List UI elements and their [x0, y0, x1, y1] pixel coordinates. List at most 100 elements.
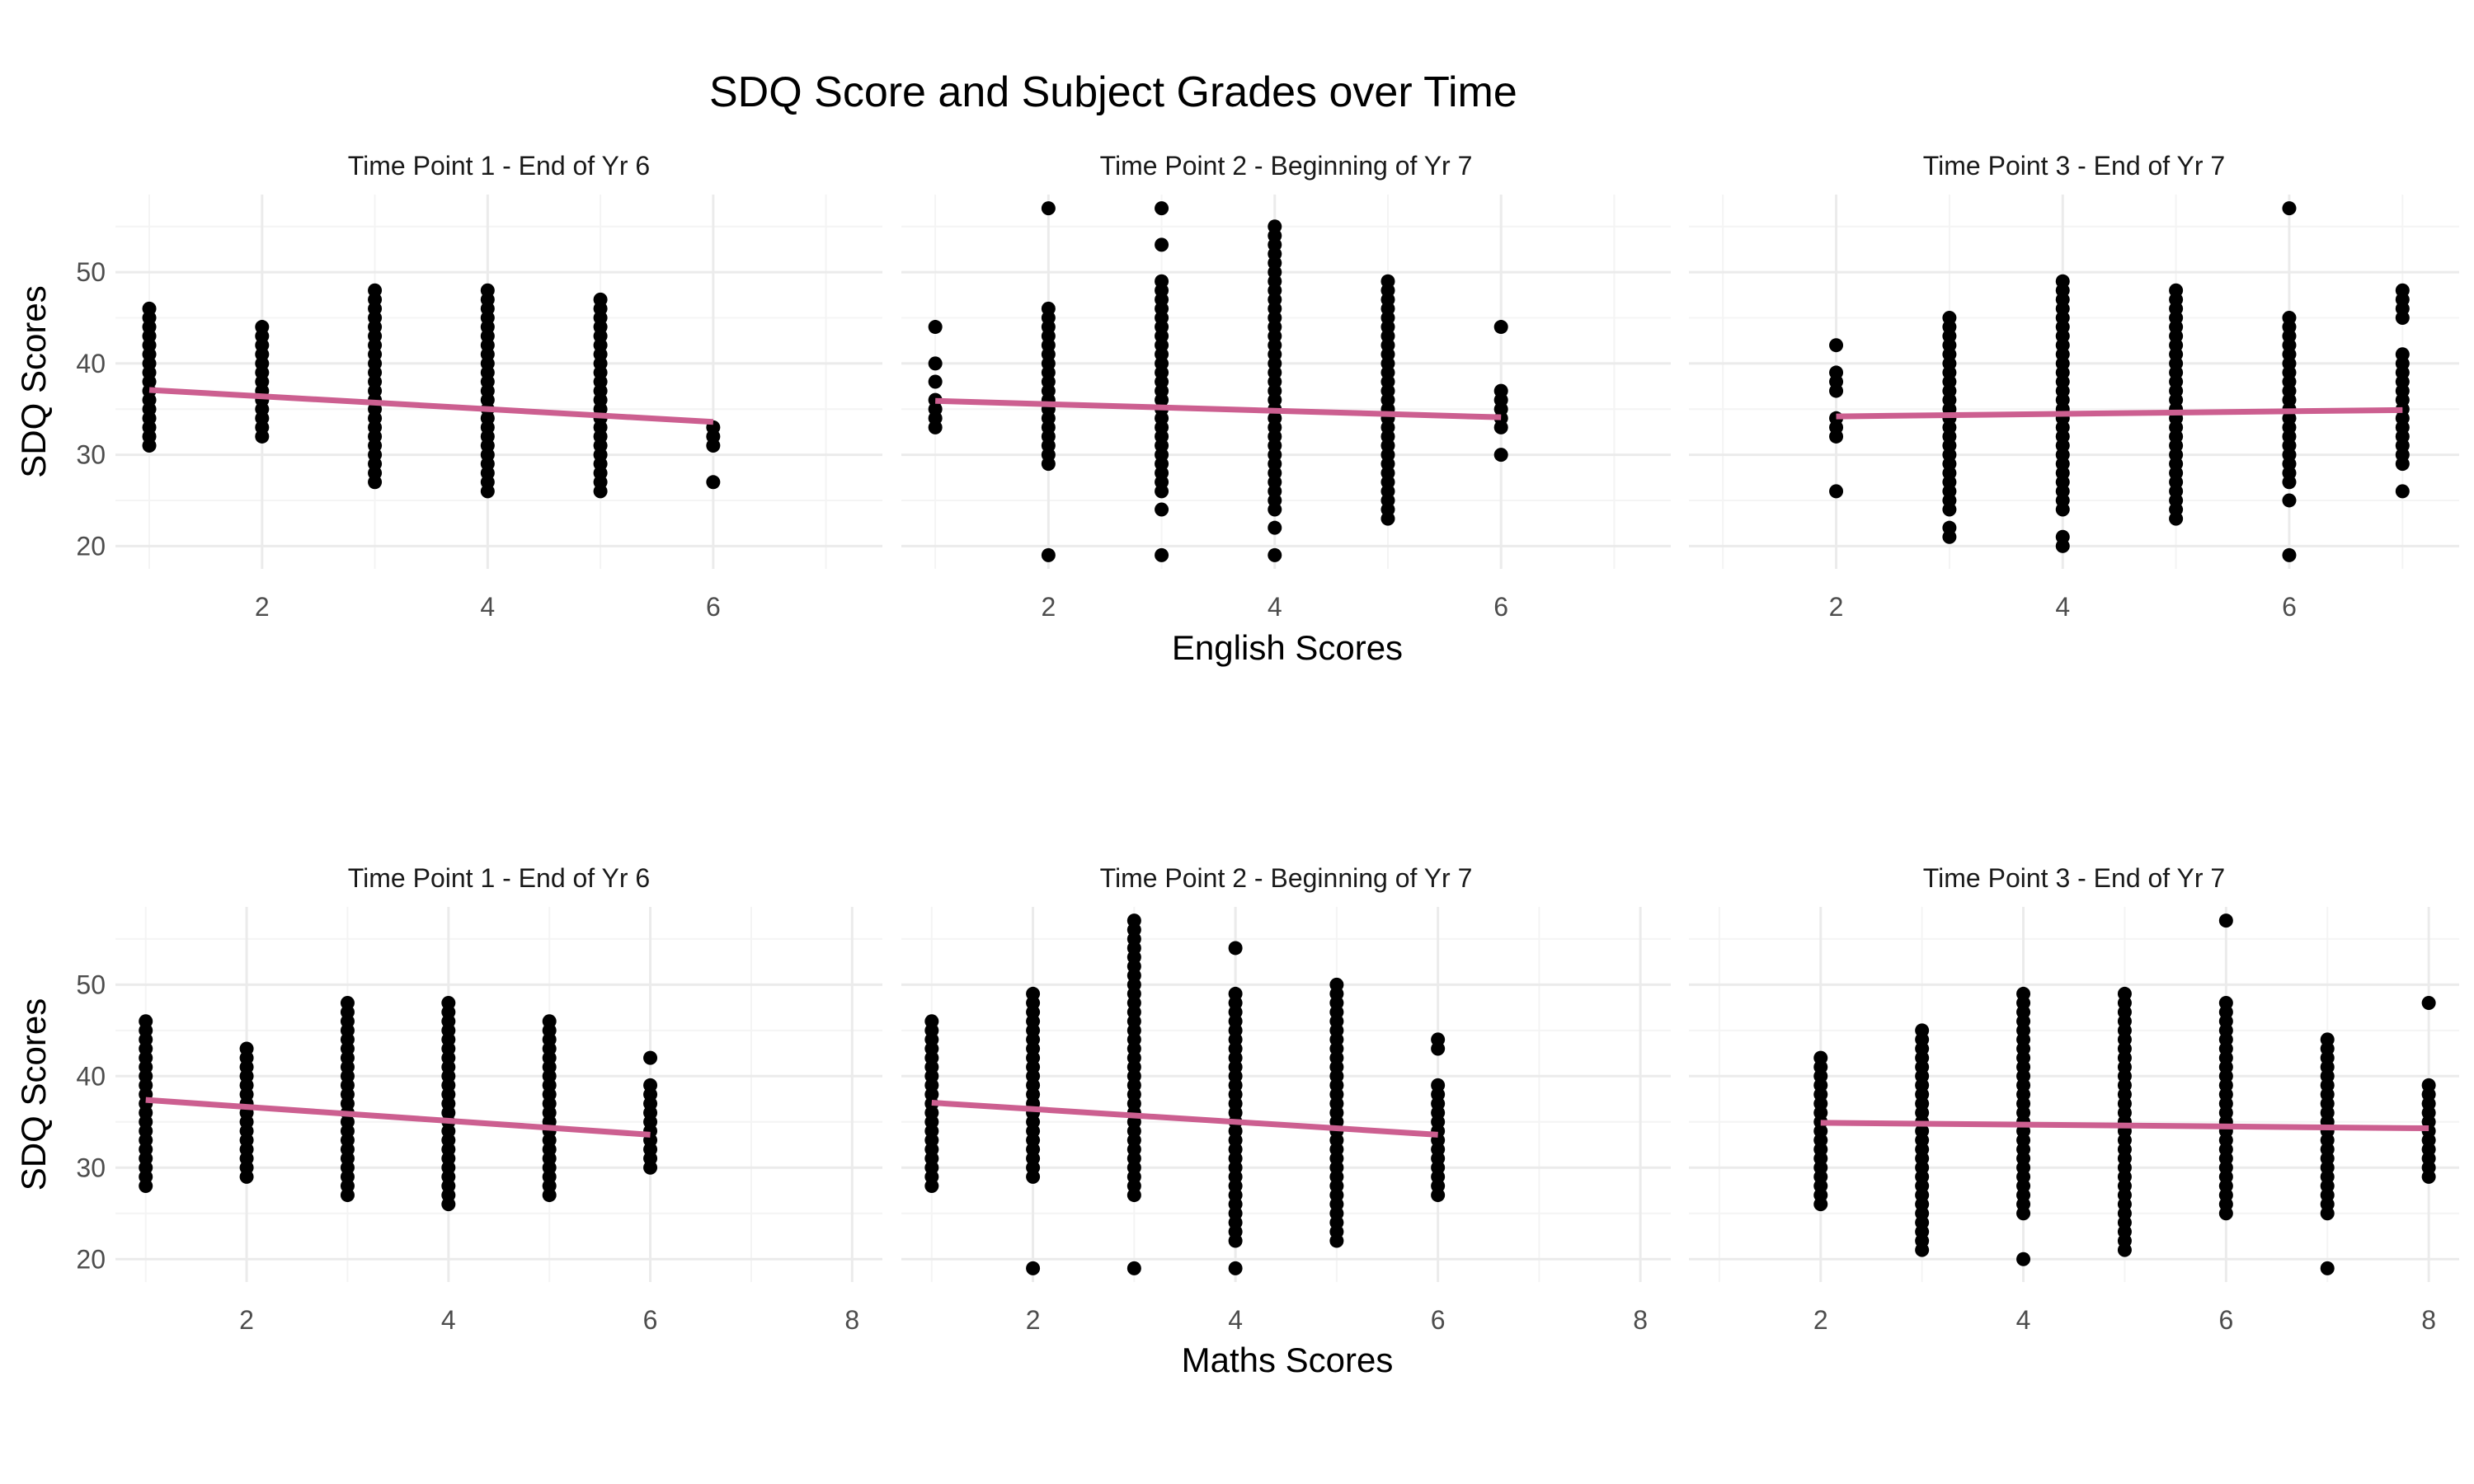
data-point — [2320, 1261, 2335, 1275]
facet-panel: Time Point 2 - Beginning of Yr 7 2 4 6 8 — [901, 863, 1671, 1335]
x-tick-label: 4 — [2055, 592, 2070, 622]
data-point — [1041, 201, 1056, 216]
trend-line — [1836, 406, 2403, 420]
facet-strip-label: Time Point 2 - Beginning of Yr 7 — [1100, 151, 1473, 181]
panel-background — [1689, 195, 2459, 569]
data-point — [1813, 1050, 1828, 1065]
data-point — [1155, 201, 1169, 216]
data-point — [2421, 996, 2436, 1011]
x-tick-label: 6 — [2282, 592, 2297, 622]
data-point — [2016, 986, 2031, 1001]
points-layer — [142, 283, 721, 499]
data-point — [1155, 237, 1169, 252]
data-point — [1041, 547, 1056, 562]
data-point — [255, 320, 270, 335]
data-point — [643, 1078, 658, 1092]
data-point — [1493, 448, 1508, 463]
data-point — [1329, 977, 1344, 992]
y-tick-label: 40 — [76, 349, 106, 378]
data-point — [1829, 338, 1844, 353]
data-point — [1829, 365, 1844, 380]
panel-background — [115, 195, 882, 569]
panel-background — [901, 195, 1671, 569]
facet-row-maths: Time Point 1 - End of Yr 62 4 6 820304050Ti… — [14, 863, 2459, 1379]
x-tick-label: 2 — [1041, 592, 1056, 622]
data-point — [928, 356, 943, 371]
facet-panel: Time Point 2 - Beginning of Yr 7 2 4 6 — [901, 151, 1671, 622]
facet-panel: Time Point 3 - End of Yr 7 2 4 6 8 — [1689, 863, 2459, 1335]
x-tick-label: 8 — [2421, 1305, 2436, 1335]
points-layer — [139, 996, 658, 1212]
data-point — [1041, 301, 1056, 316]
y-axis-title: SDQ Scores — [14, 998, 53, 1190]
data-point — [2055, 274, 2070, 289]
data-point — [1380, 274, 1395, 289]
data-point — [2421, 1078, 2436, 1092]
data-point — [2395, 484, 2410, 499]
data-point — [239, 1041, 254, 1056]
x-tick-label: 6 — [643, 1305, 658, 1335]
x-tick-label: 2 — [1813, 1305, 1828, 1335]
data-point — [1026, 986, 1041, 1001]
x-tick-label: 4 — [441, 1305, 456, 1335]
x-tick-label: 4 — [1228, 1305, 1243, 1335]
trend-line — [935, 397, 1502, 420]
data-point — [643, 1050, 658, 1065]
data-point — [1155, 274, 1169, 289]
data-point — [1268, 520, 1282, 535]
data-point — [924, 1014, 939, 1029]
data-point — [2282, 310, 2297, 325]
data-point — [1026, 1261, 1041, 1275]
data-point — [928, 320, 943, 335]
panel-background — [115, 907, 882, 1282]
y-tick-label: 20 — [76, 1244, 106, 1274]
data-point — [2169, 283, 2184, 298]
data-point — [1155, 502, 1169, 517]
data-point — [1380, 502, 1395, 517]
x-tick-label: 6 — [2218, 1305, 2233, 1335]
facet-strip-label: Time Point 2 - Beginning of Yr 7 — [1100, 863, 1473, 893]
data-point — [2282, 201, 2297, 216]
trend-line — [145, 1097, 651, 1138]
points-layer — [928, 201, 1508, 562]
x-tick-label: 6 — [1431, 1305, 1446, 1335]
data-point — [1268, 219, 1282, 234]
data-point — [2282, 493, 2297, 508]
data-point — [928, 374, 943, 389]
y-tick-label: 20 — [76, 531, 106, 561]
data-point — [1126, 1261, 1141, 1275]
x-tick-label: 8 — [844, 1305, 859, 1335]
panel-background — [901, 907, 1671, 1282]
facet-row-english: Time Point 1 - End of Yr 62 4 620304050Tim… — [14, 151, 2459, 667]
x-tick-label: 4 — [1268, 592, 1282, 622]
data-point — [1829, 484, 1844, 499]
panel-background — [1689, 907, 2459, 1282]
x-tick-label: 4 — [2016, 1305, 2031, 1335]
y-axis-title: SDQ Scores — [14, 285, 53, 477]
data-point — [1431, 1078, 1446, 1092]
data-point — [593, 292, 608, 307]
data-point — [480, 283, 495, 298]
x-tick-label: 2 — [1026, 1305, 1041, 1335]
facet-panel: Time Point 3 - End of Yr 7 2 4 6 — [1689, 151, 2459, 622]
x-axis-title: English Scores — [1172, 628, 1403, 667]
y-tick-label: 50 — [76, 970, 106, 999]
plot-area: Time Point 1 - End of Yr 62 4 620304050Tim… — [14, 151, 2459, 1379]
data-point — [2218, 913, 2233, 928]
x-tick-label: 6 — [706, 592, 721, 622]
data-point — [1915, 1023, 1930, 1038]
data-point — [2320, 1032, 2335, 1047]
data-point — [1228, 1261, 1243, 1275]
data-point — [1493, 383, 1508, 398]
x-axis-title: Maths Scores — [1182, 1341, 1394, 1379]
chart-title: SDQ Score and Subject Grades over Time — [709, 68, 1517, 116]
data-point — [142, 301, 157, 316]
x-tick-label: 2 — [1829, 592, 1844, 622]
data-point — [542, 1014, 557, 1029]
data-point — [1155, 547, 1169, 562]
x-tick-label: 2 — [255, 592, 270, 622]
facet-strip-label: Time Point 1 - End of Yr 6 — [348, 863, 650, 893]
data-point — [2282, 547, 2297, 562]
data-point — [340, 996, 355, 1011]
data-point — [1493, 320, 1508, 335]
